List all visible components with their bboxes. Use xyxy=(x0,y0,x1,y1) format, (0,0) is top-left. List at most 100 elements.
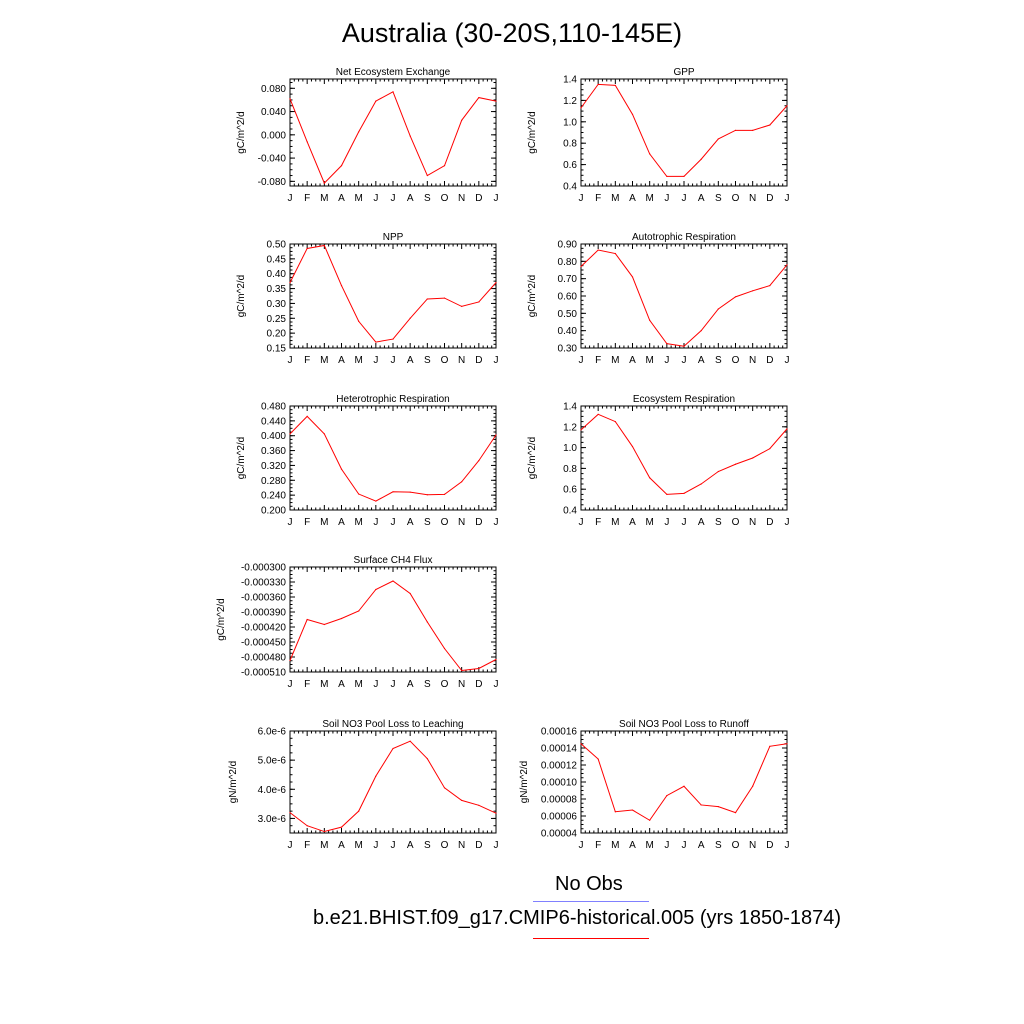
x-tick-label: J xyxy=(579,193,584,204)
data-point xyxy=(340,165,343,167)
x-tick-label: S xyxy=(424,840,431,851)
data-point xyxy=(323,623,325,626)
y-tick-label: 1.0 xyxy=(563,443,577,454)
y-tick-label: -0.000300 xyxy=(241,563,286,574)
x-tick-label: M xyxy=(320,679,328,690)
x-tick-label: J xyxy=(391,517,396,528)
x-tick-label: J xyxy=(494,679,499,690)
y-tick-label: 0.6 xyxy=(563,160,577,171)
panel-title: Heterotrophic Respiration xyxy=(336,394,449,405)
x-tick-label: J xyxy=(288,517,293,528)
x-tick-label: A xyxy=(629,840,636,851)
y-tick-label: 0.440 xyxy=(261,416,286,427)
data-point xyxy=(358,131,360,133)
x-tick-label: O xyxy=(441,517,449,528)
y-tick-label: 0.4 xyxy=(563,506,577,517)
data-point xyxy=(478,301,480,303)
x-tick-label: D xyxy=(475,517,482,528)
data-point xyxy=(426,758,428,760)
y-tick-label: 1.2 xyxy=(563,422,577,433)
y-tick-label: 0.25 xyxy=(267,314,287,325)
x-tick-label: A xyxy=(338,355,345,366)
y-tick-label: -0.080 xyxy=(258,177,287,188)
data-point xyxy=(717,806,719,808)
x-tick-label: M xyxy=(611,517,619,528)
x-tick-label: N xyxy=(458,840,465,851)
data-point xyxy=(340,826,343,828)
data-point xyxy=(289,812,291,814)
y-tick-label: -0.000510 xyxy=(241,668,286,679)
x-tick-label: M xyxy=(611,193,619,204)
x-tick-label: J xyxy=(288,840,293,851)
x-tick-label: O xyxy=(441,679,449,690)
y-tick-label: 0.00004 xyxy=(541,829,578,840)
x-tick-label: J xyxy=(391,679,396,690)
x-tick-label: O xyxy=(441,193,449,204)
x-tick-label: A xyxy=(407,517,414,528)
y-axis-label: gC/m^2/d xyxy=(527,111,538,154)
data-point xyxy=(289,659,291,662)
data-point xyxy=(409,317,411,319)
x-tick-label: O xyxy=(732,193,740,204)
y-tick-label: 0.280 xyxy=(261,476,286,487)
y-tick-label: 6.0e-6 xyxy=(258,727,287,738)
x-tick-label: J xyxy=(391,840,396,851)
data-point xyxy=(340,468,343,470)
x-tick-label: J xyxy=(579,840,584,851)
data-point xyxy=(580,429,582,431)
panel-title: GPP xyxy=(673,67,694,78)
y-axis-label: gC/m^2/d xyxy=(236,111,247,154)
y-tick-label: 1.2 xyxy=(563,96,577,107)
data-point xyxy=(700,804,702,806)
y-tick-label: 0.00012 xyxy=(541,761,578,772)
x-tick-label: J xyxy=(288,679,293,690)
x-tick-label: S xyxy=(715,193,722,204)
data-point xyxy=(375,775,377,777)
y-tick-label: 0.20 xyxy=(267,329,287,340)
x-tick-label: J xyxy=(579,355,584,366)
y-tick-label: 0.320 xyxy=(261,461,286,472)
x-tick-label: D xyxy=(475,840,482,851)
x-tick-label: S xyxy=(715,355,722,366)
data-point xyxy=(649,153,651,155)
legend-obs-label: No Obs xyxy=(555,873,623,895)
data-point xyxy=(631,809,634,811)
x-tick-label: M xyxy=(354,679,362,690)
data-point xyxy=(323,433,325,435)
data-point xyxy=(289,433,291,435)
data-point xyxy=(375,341,377,343)
y-tick-label: -0.000420 xyxy=(241,623,286,634)
plot-frame xyxy=(580,78,788,187)
x-tick-label: M xyxy=(645,355,653,366)
series-line xyxy=(289,91,497,184)
x-tick-label: N xyxy=(458,193,465,204)
y-tick-label: 0.480 xyxy=(261,402,286,413)
x-tick-label: N xyxy=(749,517,756,528)
y-tick-label: 5.0e-6 xyxy=(258,756,287,767)
x-tick-label: J xyxy=(288,193,293,204)
data-point xyxy=(358,493,360,495)
data-point xyxy=(306,247,308,250)
y-tick-label: -0.000450 xyxy=(241,638,286,649)
data-point xyxy=(306,618,308,621)
data-point xyxy=(495,812,497,814)
x-tick-label: M xyxy=(645,840,653,851)
data-point xyxy=(443,493,446,495)
x-tick-label: D xyxy=(766,193,773,204)
data-point xyxy=(306,415,308,417)
x-tick-label: J xyxy=(579,517,584,528)
y-tick-label: 0.000 xyxy=(261,130,286,141)
data-point xyxy=(717,138,719,140)
data-point xyxy=(392,491,394,493)
x-tick-label: A xyxy=(629,517,636,528)
y-tick-label: 0.360 xyxy=(261,446,286,457)
y-tick-label: 0.8 xyxy=(563,139,577,150)
data-point xyxy=(717,470,719,473)
x-tick-label: J xyxy=(391,355,396,366)
y-tick-label: 0.60 xyxy=(558,292,578,303)
